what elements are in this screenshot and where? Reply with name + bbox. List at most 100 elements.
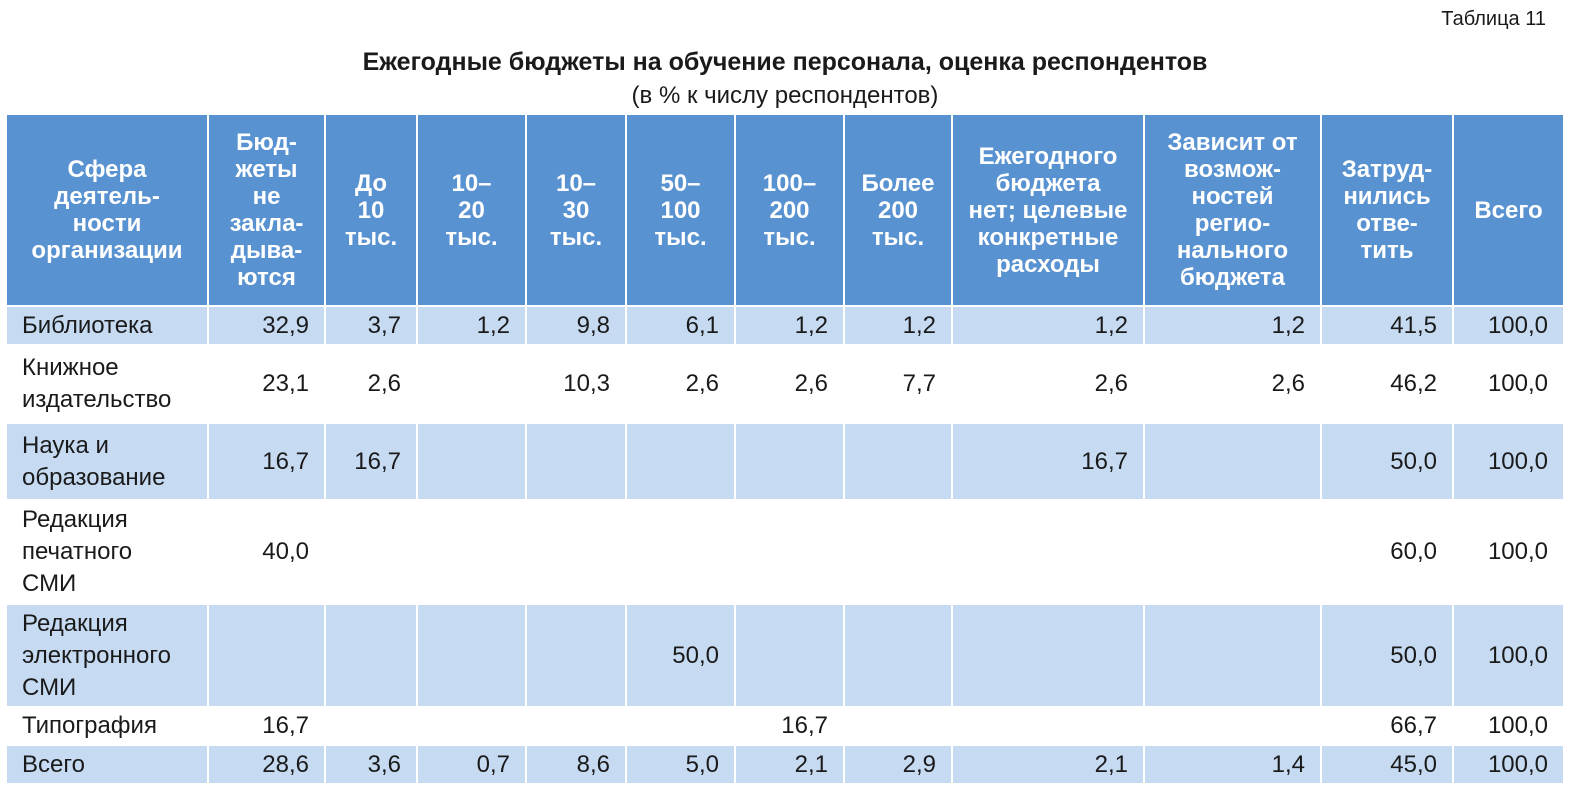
value-cell: 2,6 [324, 344, 418, 424]
value-cell: 66,7 [1320, 706, 1454, 746]
header-row: Сфера деятель- ности организации Бюд- жет… [5, 113, 1565, 307]
empty-cell [1143, 603, 1322, 708]
value-cell: 2,1 [734, 744, 845, 785]
header-cell: До 10 тыс. [324, 113, 418, 307]
empty-cell [1143, 499, 1322, 605]
header-cell: 100– 200 тыс. [734, 113, 845, 307]
empty-cell [416, 422, 527, 501]
header-cell: Более 200 тыс. [843, 113, 953, 307]
empty-cell [416, 706, 527, 746]
empty-cell [951, 603, 1145, 708]
value-cell: 50,0 [625, 603, 736, 708]
table-row: Редакция электронного СМИ 50,0 50,0 100,0 [5, 603, 1565, 708]
value-cell: 16,7 [951, 422, 1145, 501]
value-cell: 5,0 [625, 744, 736, 785]
table-subtitle: (в % к числу респондентов) [631, 82, 939, 109]
row-label: Библиотека [5, 305, 209, 346]
empty-cell [525, 706, 627, 746]
value-cell: 28,6 [207, 744, 326, 785]
table-row: Всего 28,6 3,6 0,7 8,6 5,0 2,1 2,9 2,1 1,4 45,0 100… [5, 744, 1565, 785]
value-cell: 46,2 [1320, 344, 1454, 424]
value-cell: 100,0 [1452, 305, 1565, 346]
value-cell: 40,0 [207, 499, 326, 605]
value-cell: 100,0 [1452, 344, 1565, 424]
value-cell: 2,6 [951, 344, 1145, 424]
empty-cell [843, 499, 953, 605]
table-row: Библиотека 32,9 3,7 1,2 9,8 6,1 1,2 1,2 1,2 1,2 41… [5, 305, 1565, 346]
empty-cell [324, 603, 418, 708]
value-cell: 100,0 [1452, 706, 1565, 746]
value-cell: 100,0 [1452, 603, 1565, 708]
empty-cell [324, 706, 418, 746]
empty-cell [525, 422, 627, 501]
value-cell: 8,6 [525, 744, 627, 785]
value-cell: 23,1 [207, 344, 326, 424]
empty-cell [416, 499, 527, 605]
header-cell: Затруд- нились отве- тить [1320, 113, 1454, 307]
value-cell: 50,0 [1320, 603, 1454, 708]
header-cell: Бюд- жеты не закла- дыва- ются [207, 113, 326, 307]
empty-cell [843, 706, 953, 746]
empty-cell [1143, 706, 1322, 746]
table-body: Библиотека 32,9 3,7 1,2 9,8 6,1 1,2 1,2 1,2 1,2 41… [5, 305, 1565, 785]
row-label: Редакция электронного СМИ [5, 603, 209, 708]
empty-cell [625, 706, 736, 746]
empty-cell [734, 422, 845, 501]
data-table: Сфера деятель- ности организации Бюд- жет… [5, 113, 1565, 785]
empty-cell [951, 706, 1145, 746]
empty-cell [734, 499, 845, 605]
value-cell: 7,7 [843, 344, 953, 424]
value-cell: 0,7 [416, 744, 527, 785]
value-cell: 100,0 [1452, 499, 1565, 605]
value-cell: 2,1 [951, 744, 1145, 785]
value-cell: 16,7 [207, 706, 326, 746]
empty-cell [324, 499, 418, 605]
value-cell: 50,0 [1320, 422, 1454, 501]
empty-cell [416, 344, 527, 424]
value-cell: 1,2 [951, 305, 1145, 346]
row-label: Книжное издательство [5, 344, 209, 424]
value-cell: 1,4 [1143, 744, 1322, 785]
value-cell: 6,1 [625, 305, 736, 346]
value-cell: 10,3 [525, 344, 627, 424]
header-cell: Сфера деятель- ности организации [5, 113, 209, 307]
value-cell: 1,2 [1143, 305, 1322, 346]
empty-cell [525, 603, 627, 708]
row-label: Редакция печатного СМИ [5, 499, 209, 605]
table-row: Редакция печатного СМИ 40,0 60,0 100,0 [5, 499, 1565, 605]
value-cell: 2,9 [843, 744, 953, 785]
table-caption: Таблица 11 [1441, 8, 1546, 30]
empty-cell [625, 422, 736, 501]
empty-cell [207, 603, 326, 708]
header-cell: 50– 100 тыс. [625, 113, 736, 307]
empty-cell [843, 422, 953, 501]
value-cell: 16,7 [207, 422, 326, 501]
value-cell: 2,6 [625, 344, 736, 424]
value-cell: 3,7 [324, 305, 418, 346]
value-cell: 1,2 [734, 305, 845, 346]
value-cell: 16,7 [324, 422, 418, 501]
value-cell: 60,0 [1320, 499, 1454, 605]
row-label: Типография [5, 706, 209, 746]
empty-cell [525, 499, 627, 605]
empty-cell [625, 499, 736, 605]
value-cell: 2,6 [1143, 344, 1322, 424]
header-cell: Ежегодного бюджета нет; целевые конкретн… [951, 113, 1145, 307]
table-row: Наука и образование 16,7 16,7 16,7 50,0 100,0 [5, 422, 1565, 501]
empty-cell [734, 603, 845, 708]
table-row: Книжное издательство 23,1 2,6 10,3 2,6 2,6 7,7… [5, 344, 1565, 424]
empty-cell [951, 499, 1145, 605]
value-cell: 32,9 [207, 305, 326, 346]
value-cell: 1,2 [416, 305, 527, 346]
value-cell: 2,6 [734, 344, 845, 424]
value-cell: 45,0 [1320, 744, 1454, 785]
header-cell: Зависит от возмож- ностей регио- нальног… [1143, 113, 1322, 307]
empty-cell [416, 603, 527, 708]
value-cell: 100,0 [1452, 744, 1565, 785]
row-label: Всего [5, 744, 209, 785]
value-cell: 16,7 [734, 706, 845, 746]
value-cell: 100,0 [1452, 422, 1565, 501]
value-cell: 1,2 [843, 305, 953, 346]
row-label: Наука и образование [5, 422, 209, 501]
